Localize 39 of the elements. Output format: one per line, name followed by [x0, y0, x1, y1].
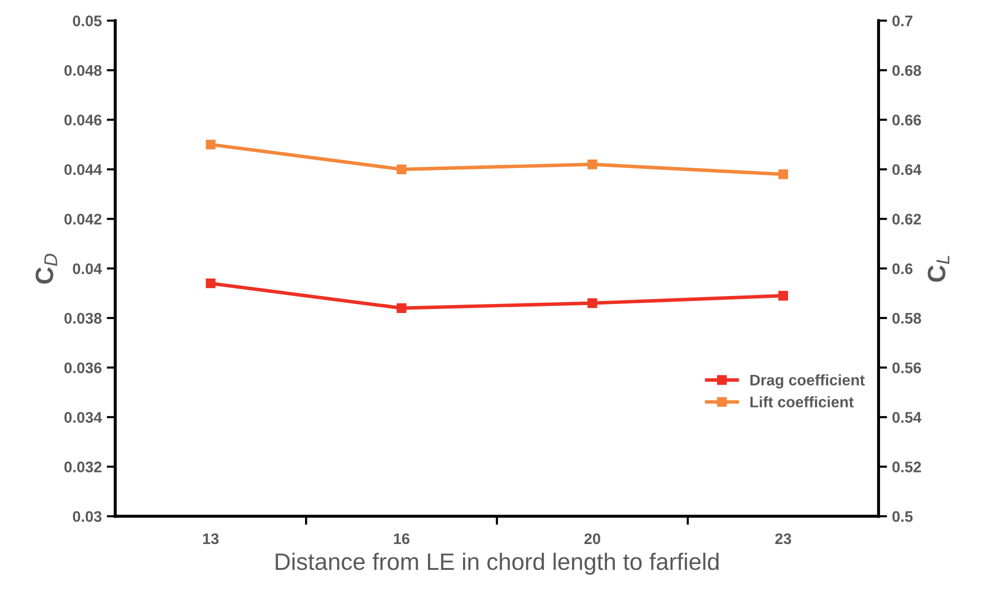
y-tick-label: 0.032 — [64, 462, 102, 472]
y-tick-label: 0.044 — [64, 164, 102, 176]
y-tick-label: 0.03 — [72, 511, 102, 522]
y-tick-label: 0.042 — [64, 214, 102, 225]
legend-label: Drag coefficient — [750, 374, 865, 389]
x-tick-label: 23 — [775, 533, 792, 544]
y2-tick-label: 0.54 — [892, 412, 922, 423]
x-tick-label: 16 — [394, 533, 410, 544]
x-tick-label: 20 — [584, 533, 600, 544]
y2-tick-label: 0.58 — [892, 312, 922, 324]
legend-label: Lift coefficient — [750, 396, 854, 408]
y-tick-label: 0.036 — [64, 362, 102, 374]
point — [206, 278, 216, 288]
point — [587, 298, 598, 308]
x-axis-title: Distance from LE in chord length to farfield — [276, 552, 719, 575]
y-axis-title: C$_{D}$ — [36, 254, 58, 284]
y2-tick-label: 0.6 — [892, 263, 912, 274]
y2-tick-label: 0.52 — [892, 462, 921, 472]
y2-tick-label: 0.56 — [892, 362, 921, 374]
y-tick-label: 0.048 — [64, 65, 102, 76]
y-tick-label: 0.046 — [64, 114, 102, 126]
y2-tick-label: 0.7 — [892, 16, 912, 26]
point — [587, 160, 598, 170]
y-tick-label: 0.04 — [72, 263, 102, 274]
y2-tick-label: 0.64 — [892, 164, 922, 176]
point — [778, 290, 788, 301]
x-tick-label: 13 — [203, 533, 219, 544]
y2-tick-label: 0.5 — [892, 511, 913, 522]
y-tick-label: 0.05 — [72, 16, 102, 26]
point — [206, 140, 216, 150]
y-tick-label: 0.034 — [64, 412, 102, 423]
y2-axis-title: C$_{L}$ — [928, 256, 950, 282]
point — [396, 303, 406, 313]
y2-tick-label: 0.66 — [892, 114, 921, 126]
point — [396, 164, 406, 174]
y2-tick-label: 0.68 — [892, 65, 922, 76]
y-tick-label: 0.038 — [64, 312, 102, 324]
point — [778, 169, 788, 180]
y2-tick-label: 0.62 — [892, 214, 921, 225]
